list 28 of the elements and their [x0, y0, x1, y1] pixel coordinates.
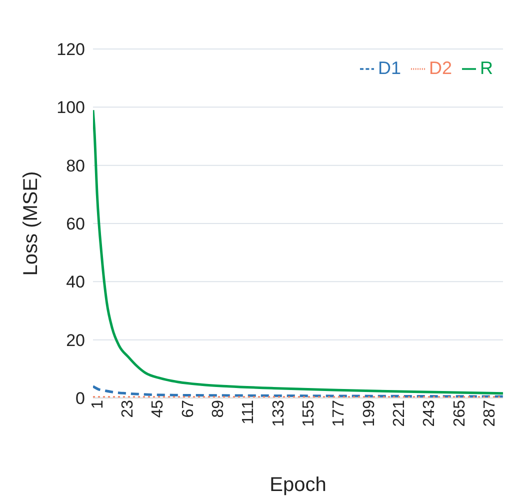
y-tick-label: 120	[56, 40, 85, 60]
line-series	[93, 108, 503, 395]
x-axis-title: Epoch	[270, 474, 326, 496]
x-tick-label: 133	[270, 400, 288, 427]
y-tick-label: 80	[66, 156, 85, 176]
legend-label: R	[480, 58, 493, 78]
legend-label: D1	[378, 58, 401, 78]
x-tick-label: 45	[150, 400, 167, 418]
x-tick-label: 287	[482, 400, 499, 427]
x-tick-label: 199	[360, 400, 378, 427]
x-tick-label: 243	[421, 400, 438, 427]
x-tick-label: 177	[330, 400, 348, 427]
line-series	[93, 385, 503, 398]
y-tick-label: 100	[56, 98, 85, 118]
x-tick-label: 155	[300, 400, 318, 427]
x-tick-label: 89	[210, 400, 228, 418]
y-tick-label: 60	[66, 214, 85, 234]
x-tick-label: 1	[89, 400, 106, 409]
x-tick-label: 23	[120, 400, 137, 418]
x-tick-label: 67	[180, 400, 197, 418]
legend-label: D2	[428, 58, 452, 78]
x-tick-label: 221	[391, 400, 408, 427]
x-tick-label: 265	[451, 400, 468, 427]
y-tick-label: 40	[66, 272, 85, 292]
x-tick-label: 111	[240, 400, 258, 424]
y-tick-label: 20	[66, 330, 85, 350]
y-tick-label: 0	[76, 389, 85, 408]
y-axis-title: Loss (MSE)	[20, 171, 42, 276]
